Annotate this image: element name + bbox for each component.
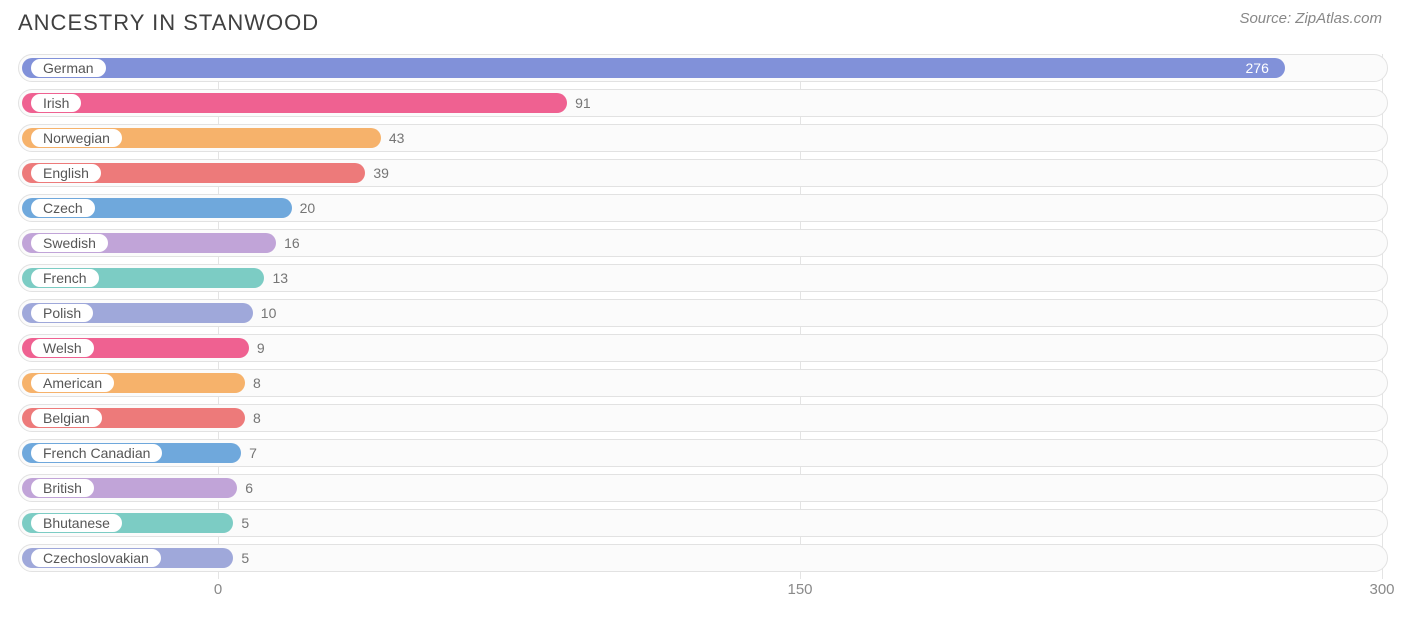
bar-value: 20 xyxy=(292,194,316,222)
bar-value: 9 xyxy=(249,334,265,362)
bar-value: 13 xyxy=(264,264,288,292)
bar-value: 91 xyxy=(567,89,591,117)
bar-row: Czechoslovakian 5 xyxy=(18,544,1388,572)
bar-label-pill: French Canadian xyxy=(30,443,163,463)
bar-value: 39 xyxy=(365,159,389,187)
bar-fill xyxy=(22,93,567,113)
bar-row: Belgian 8 xyxy=(18,404,1388,432)
bar-value: 8 xyxy=(245,404,261,432)
x-axis-tick: 150 xyxy=(787,581,812,598)
bar-label-pill: Czechoslovakian xyxy=(30,548,162,568)
bar-value: 6 xyxy=(237,474,253,502)
chart-source: Source: ZipAtlas.com xyxy=(1239,10,1388,27)
bar-label-pill: English xyxy=(30,163,102,183)
bar-label-pill: French xyxy=(30,268,100,288)
bar-chart: German276 Irish 91 Norwegian 43 English 39 Czec… xyxy=(18,54,1388,572)
bar-value: 10 xyxy=(253,299,277,327)
bar-label-pill: American xyxy=(30,373,115,393)
bar-row: Swedish 16 xyxy=(18,229,1388,257)
bar-value: 43 xyxy=(381,124,405,152)
bar-value: 7 xyxy=(241,439,257,467)
bar-row: Bhutanese 5 xyxy=(18,509,1388,537)
bar-value: 5 xyxy=(233,509,249,537)
x-axis-tick: 0 xyxy=(214,581,222,598)
bar-label-pill: British xyxy=(30,478,95,498)
x-axis-tick: 300 xyxy=(1369,581,1394,598)
bar-label-pill: Belgian xyxy=(30,408,103,428)
chart-title: ANCESTRY IN STANWOOD xyxy=(18,10,319,36)
x-axis: 0150300 xyxy=(18,579,1388,603)
bar-label-pill: Polish xyxy=(30,303,94,323)
bar-value: 276 xyxy=(22,54,1285,82)
bar-label-pill: Czech xyxy=(30,198,96,218)
bar-row: Polish 10 xyxy=(18,299,1388,327)
bar-row: Czech 20 xyxy=(18,194,1388,222)
chart-header: ANCESTRY IN STANWOOD Source: ZipAtlas.co… xyxy=(18,10,1388,36)
bar-label-pill: Norwegian xyxy=(30,128,123,148)
bar-row: German276 xyxy=(18,54,1388,82)
bar-label-pill: Irish xyxy=(30,93,82,113)
bar-value: 5 xyxy=(233,544,249,572)
bar-row: American 8 xyxy=(18,369,1388,397)
bar-value: 8 xyxy=(245,369,261,397)
bar-label-pill: Swedish xyxy=(30,233,109,253)
bar-row: French Canadian 7 xyxy=(18,439,1388,467)
bar-row: Welsh 9 xyxy=(18,334,1388,362)
bar-row: Irish 91 xyxy=(18,89,1388,117)
bar-row: French 13 xyxy=(18,264,1388,292)
bar-label-pill: Welsh xyxy=(30,338,95,358)
bar-row: British 6 xyxy=(18,474,1388,502)
bar-row: English 39 xyxy=(18,159,1388,187)
bar-value: 16 xyxy=(276,229,300,257)
chart-container: ANCESTRY IN STANWOOD Source: ZipAtlas.co… xyxy=(0,0,1406,644)
bar-row: Norwegian 43 xyxy=(18,124,1388,152)
bar-label-pill: Bhutanese xyxy=(30,513,123,533)
